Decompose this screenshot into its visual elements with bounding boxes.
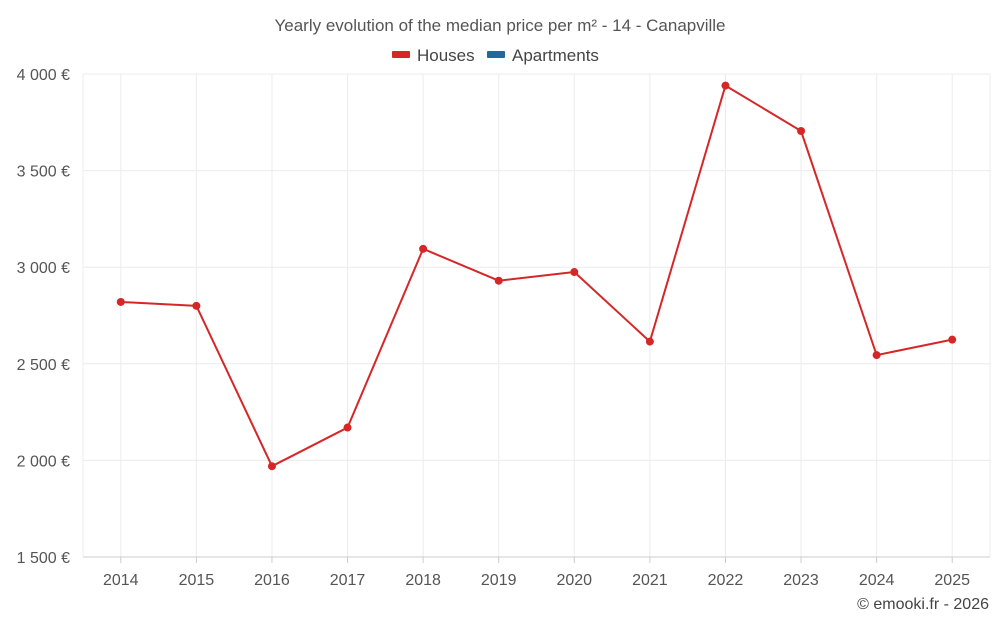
- legend: Houses Apartments: [392, 46, 599, 65]
- y-tick-label: 2 500 €: [17, 357, 70, 374]
- data-point-2023[interactable]: [797, 126, 806, 135]
- data-point-2022[interactable]: [721, 81, 730, 90]
- y-tick-label: 2 000 €: [17, 453, 70, 470]
- y-tick-label: 3 000 €: [17, 260, 70, 277]
- x-tick-label: 2017: [330, 572, 366, 589]
- data-point-2018[interactable]: [419, 244, 428, 253]
- data-point-2014[interactable]: [116, 297, 125, 306]
- chart-title: Yearly evolution of the median price per…: [274, 16, 725, 35]
- data-point-2020[interactable]: [570, 268, 579, 277]
- credit-text: © emooki.fr - 2026: [857, 596, 989, 613]
- axes: [82, 74, 991, 563]
- x-tick-label: 2018: [405, 572, 441, 589]
- x-tick-label: 2019: [481, 572, 517, 589]
- x-tick-label: 2015: [179, 572, 215, 589]
- x-tick-label: 2023: [783, 572, 819, 589]
- x-tick-label: 2022: [708, 572, 744, 589]
- legend-label-apartments: Apartments: [512, 46, 599, 65]
- y-tick-label: 1 500 €: [17, 550, 70, 567]
- data-point-2021[interactable]: [645, 337, 654, 346]
- legend-item-houses[interactable]: Houses: [392, 46, 475, 65]
- x-tick-label: 2014: [103, 572, 139, 589]
- x-tick-label: 2020: [556, 572, 592, 589]
- y-tick-label: 4 000 €: [17, 67, 70, 84]
- x-tick-label: 2021: [632, 572, 668, 589]
- x-tick-labels: 2014 2015 2016 2017 2018 2019 2020 2021 2022 2023…: [103, 572, 970, 589]
- data-point-2024[interactable]: [872, 351, 881, 360]
- data-point-2017[interactable]: [343, 423, 352, 432]
- series-houses: [116, 81, 957, 471]
- data-point-2019[interactable]: [494, 276, 503, 285]
- x-tick-label: 2016: [254, 572, 290, 589]
- y-tick-label: 3 500 €: [17, 164, 70, 181]
- legend-item-apartments[interactable]: Apartments: [487, 46, 599, 65]
- data-point-2015[interactable]: [192, 301, 201, 310]
- series-line-houses: [120, 84, 953, 468]
- legend-label-houses: Houses: [417, 46, 475, 65]
- data-point-2025[interactable]: [948, 335, 957, 344]
- y-tick-labels: 1 500 € 2 000 € 2 500 € 3 000 € 3 500 € 4 000…: [17, 67, 70, 567]
- legend-swatch-apartments: [487, 51, 505, 58]
- legend-swatch-houses: [392, 51, 410, 58]
- x-tick-label: 2024: [859, 572, 895, 589]
- grid: [83, 73, 990, 557]
- data-point-2016[interactable]: [267, 462, 276, 471]
- x-tick-label: 2025: [934, 572, 970, 589]
